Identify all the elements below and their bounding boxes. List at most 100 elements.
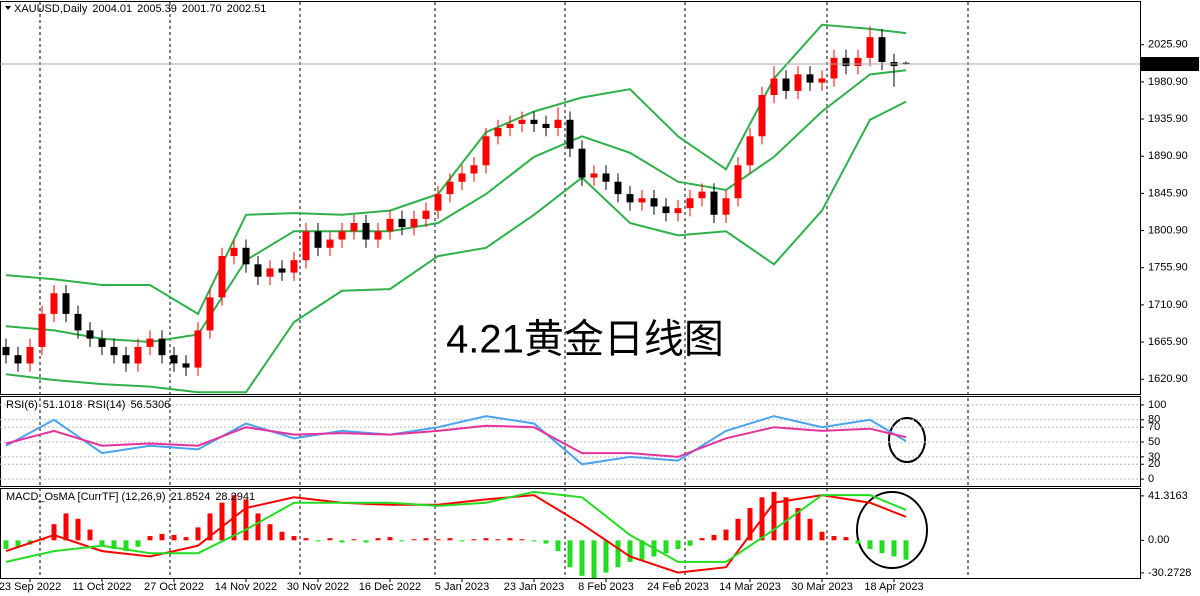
last-price-box (1141, 57, 1199, 72)
candle-body (878, 37, 886, 62)
histogram-bar (471, 539, 477, 541)
histogram-bar (783, 497, 789, 541)
histogram-bar (279, 531, 285, 541)
y-tick-label: 1620.90 (1148, 373, 1188, 385)
histogram-bar (591, 540, 597, 578)
y-tick-label: 1845.90 (1148, 187, 1188, 199)
histogram-bar (435, 539, 441, 541)
candle-body (158, 338, 166, 356)
candle-body (386, 218, 394, 232)
candle-body (458, 173, 466, 182)
histogram-bar (63, 513, 69, 541)
rsi-line (5, 415, 907, 466)
histogram-bar (495, 539, 501, 541)
histogram-bar (531, 540, 537, 542)
histogram-bar (879, 540, 885, 554)
ohlc-label: 2002.51 (227, 3, 267, 15)
histogram-bar (183, 537, 189, 541)
candle-body (242, 247, 250, 265)
y-tick-label: 70 (1148, 421, 1160, 433)
histogram-bar (363, 540, 369, 543)
panel-frame (0, 396, 1141, 487)
candle-body (326, 239, 334, 248)
candle-body (698, 191, 706, 199)
panel-frame (0, 488, 1141, 579)
period-separators (39, 2, 969, 578)
x-tick-label: 24 Feb 2023 (647, 581, 709, 593)
histogram-bar (627, 540, 633, 562)
candle-body (446, 181, 454, 195)
histogram-bar (195, 527, 201, 541)
candle-body (830, 57, 838, 79)
candle-body (854, 57, 862, 67)
histogram-bar (555, 540, 561, 552)
histogram-bar (639, 540, 645, 560)
candle-body (410, 218, 418, 228)
x-tick-label: 30 Nov 2022 (287, 581, 349, 593)
candle-body (290, 260, 298, 273)
x-tick-label: 14 Nov 2022 (215, 581, 277, 593)
candle-body (350, 223, 358, 232)
symbol-label: XAUUSD,Daily (14, 3, 88, 15)
x-tick-label: 23 Jan 2023 (504, 581, 565, 593)
histogram-bar (219, 502, 225, 541)
histogram-bar (243, 499, 249, 541)
candle-body (590, 173, 598, 178)
y-tick-label: 1890.90 (1148, 150, 1188, 162)
panel-frame (0, 1, 1141, 395)
candle-body (122, 355, 130, 364)
bollinger-band (5, 69, 907, 344)
candle-body (230, 247, 238, 257)
candle-body (170, 355, 178, 364)
histogram-bar (87, 529, 93, 541)
macd-line (5, 490, 907, 563)
candle-body (338, 231, 346, 240)
histogram-bar (123, 540, 129, 552)
candle-body (518, 119, 526, 124)
candle-body (758, 95, 766, 137)
x-tick-label: 8 Feb 2023 (578, 581, 634, 593)
candle-body (14, 355, 22, 364)
candle-body (434, 194, 442, 211)
histogram-bar (111, 540, 117, 549)
y-tick-label: -30.2728 (1148, 567, 1191, 579)
rsi-line (5, 424, 907, 458)
histogram-bar (351, 539, 357, 541)
histogram-bar (483, 538, 489, 541)
y-tick-label: 41.3163 (1148, 490, 1188, 502)
candle-body (2, 346, 10, 356)
histogram-bar (291, 536, 297, 541)
annotation: 4.21黄金日线图 (446, 318, 724, 362)
histogram-bar (135, 540, 141, 547)
y-tick-label: 100 (1148, 399, 1166, 411)
y-tick-label: 0.00 (1148, 534, 1169, 546)
y-tick-label: 0 (1148, 473, 1154, 485)
x-tick-label: 5 Jan 2023 (435, 581, 489, 593)
candle-body (638, 198, 646, 203)
y-tick-label: 1980.90 (1148, 76, 1188, 88)
x-tick-label: 30 Mar 2023 (791, 581, 853, 593)
candle-body (278, 268, 286, 273)
y-tick-label: 80 (1148, 414, 1160, 426)
histogram-bar (615, 540, 621, 568)
x-tick-label: 11 Oct 2022 (72, 581, 131, 593)
candle-body (626, 194, 634, 203)
candle-body (578, 148, 586, 178)
x-tick-label: 14 Mar 2023 (719, 581, 781, 593)
macd-line (5, 494, 907, 574)
candle-body (902, 62, 910, 65)
candle-body (374, 231, 382, 240)
histogram-bar (3, 540, 9, 549)
histogram-bar (507, 538, 513, 541)
histogram-bar (51, 524, 57, 541)
candle-body (818, 78, 826, 83)
candle-body (614, 181, 622, 195)
y-tick-label: 1710.90 (1148, 299, 1188, 311)
bollinger-band (5, 100, 907, 394)
histogram-bar (327, 538, 333, 541)
candle-body (218, 256, 226, 298)
histogram-bar (867, 540, 873, 549)
histogram-bar (891, 540, 897, 557)
histogram-bar (687, 540, 693, 546)
histogram-bar (543, 540, 549, 544)
